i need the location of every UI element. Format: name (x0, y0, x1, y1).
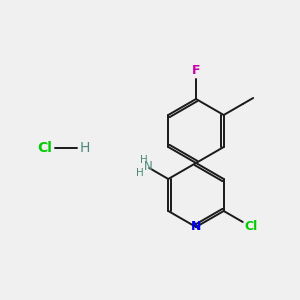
Text: Cl: Cl (38, 141, 52, 155)
Text: H: H (80, 141, 90, 155)
Text: F: F (192, 64, 200, 77)
Text: Cl: Cl (244, 220, 257, 233)
Text: N: N (191, 220, 201, 233)
Text: H: H (136, 168, 144, 178)
Text: N: N (144, 160, 152, 173)
Text: H: H (140, 155, 148, 165)
